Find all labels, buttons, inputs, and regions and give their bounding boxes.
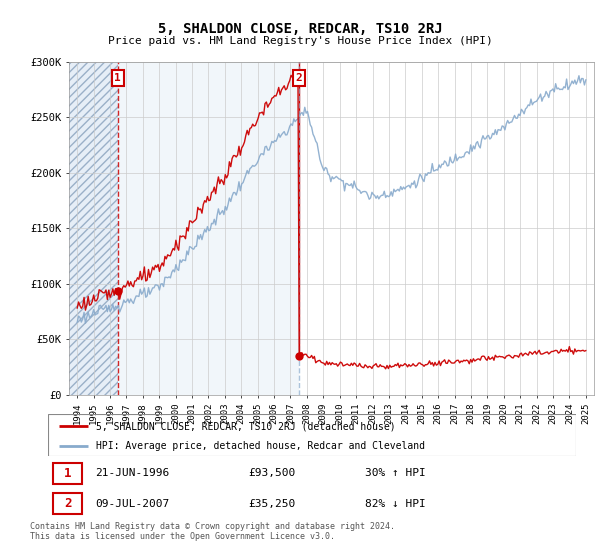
Text: 1: 1: [64, 467, 71, 480]
Text: HPI: Average price, detached house, Redcar and Cleveland: HPI: Average price, detached house, Redc…: [95, 441, 425, 451]
Text: 5, SHALDON CLOSE, REDCAR, TS10 2RJ (detached house): 5, SHALDON CLOSE, REDCAR, TS10 2RJ (deta…: [95, 421, 395, 431]
Text: £93,500: £93,500: [248, 468, 296, 478]
Text: 2: 2: [64, 497, 71, 510]
Text: 30% ↑ HPI: 30% ↑ HPI: [365, 468, 425, 478]
Text: 1: 1: [115, 73, 121, 83]
Text: 09-JUL-2007: 09-JUL-2007: [95, 499, 170, 509]
Bar: [53, 493, 82, 515]
Bar: [53, 463, 82, 484]
Text: 21-JUN-1996: 21-JUN-1996: [95, 468, 170, 478]
Bar: [69, 62, 118, 395]
Text: Contains HM Land Registry data © Crown copyright and database right 2024.
This d: Contains HM Land Registry data © Crown c…: [30, 522, 395, 542]
Text: 2: 2: [296, 73, 302, 83]
Text: Price paid vs. HM Land Registry's House Price Index (HPI): Price paid vs. HM Land Registry's House …: [107, 36, 493, 46]
Text: £35,250: £35,250: [248, 499, 296, 509]
Text: 5, SHALDON CLOSE, REDCAR, TS10 2RJ: 5, SHALDON CLOSE, REDCAR, TS10 2RJ: [158, 22, 442, 36]
Bar: [69, 62, 118, 395]
Text: 82% ↓ HPI: 82% ↓ HPI: [365, 499, 425, 509]
Bar: [118, 62, 299, 395]
